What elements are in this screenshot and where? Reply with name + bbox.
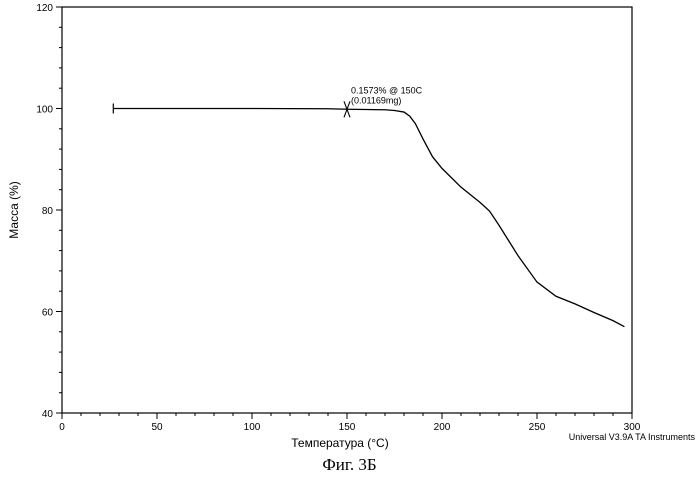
y-axis-label: Масса (%) (7, 181, 21, 238)
annotation-line2: (0.01169mg) (351, 95, 401, 105)
instrument-credit: Universal V3.9A TA Instruments (569, 432, 695, 442)
x-tick-label: 250 (529, 422, 546, 433)
y-tick-label: 60 (42, 308, 54, 319)
y-tick-label: 80 (42, 206, 54, 217)
y-tick-label: 120 (36, 3, 53, 14)
x-tick-label: 50 (151, 422, 163, 433)
annotation-group: 0.1573% @ 150C(0.01169mg) (344, 85, 423, 117)
figure-caption: Фиг. 3Б (0, 455, 699, 475)
axes: 050100150200250300406080100120 (36, 3, 640, 433)
mass-curve (113, 109, 624, 327)
y-tick-label: 100 (36, 105, 53, 116)
x-tick-label: 150 (339, 422, 356, 433)
x-tick-label: 100 (244, 422, 261, 433)
plot-frame (62, 7, 632, 413)
x-axis-label: Температура (°C) (291, 436, 388, 450)
annotation-line1: 0.1573% @ 150C (351, 85, 423, 95)
y-tick-label: 40 (42, 409, 54, 420)
x-tick-label: 0 (59, 422, 65, 433)
series-group (113, 104, 624, 327)
x-tick-label: 200 (434, 422, 451, 433)
